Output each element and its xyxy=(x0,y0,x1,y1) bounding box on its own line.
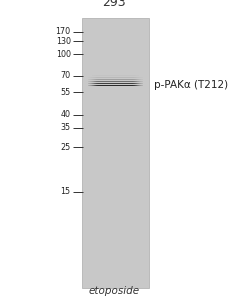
Text: 293: 293 xyxy=(102,0,126,9)
Text: 25: 25 xyxy=(61,142,71,152)
Text: 40: 40 xyxy=(61,110,71,119)
Bar xyxy=(82,18,149,288)
Text: 35: 35 xyxy=(61,123,71,132)
Text: p-PAKα (T212): p-PAKα (T212) xyxy=(154,80,228,90)
Text: 100: 100 xyxy=(56,50,71,58)
Text: etoposide: etoposide xyxy=(89,286,140,296)
Text: 70: 70 xyxy=(61,71,71,80)
Text: 170: 170 xyxy=(56,27,71,36)
Text: 130: 130 xyxy=(56,37,71,46)
Text: 55: 55 xyxy=(61,88,71,97)
Text: 15: 15 xyxy=(61,188,71,196)
